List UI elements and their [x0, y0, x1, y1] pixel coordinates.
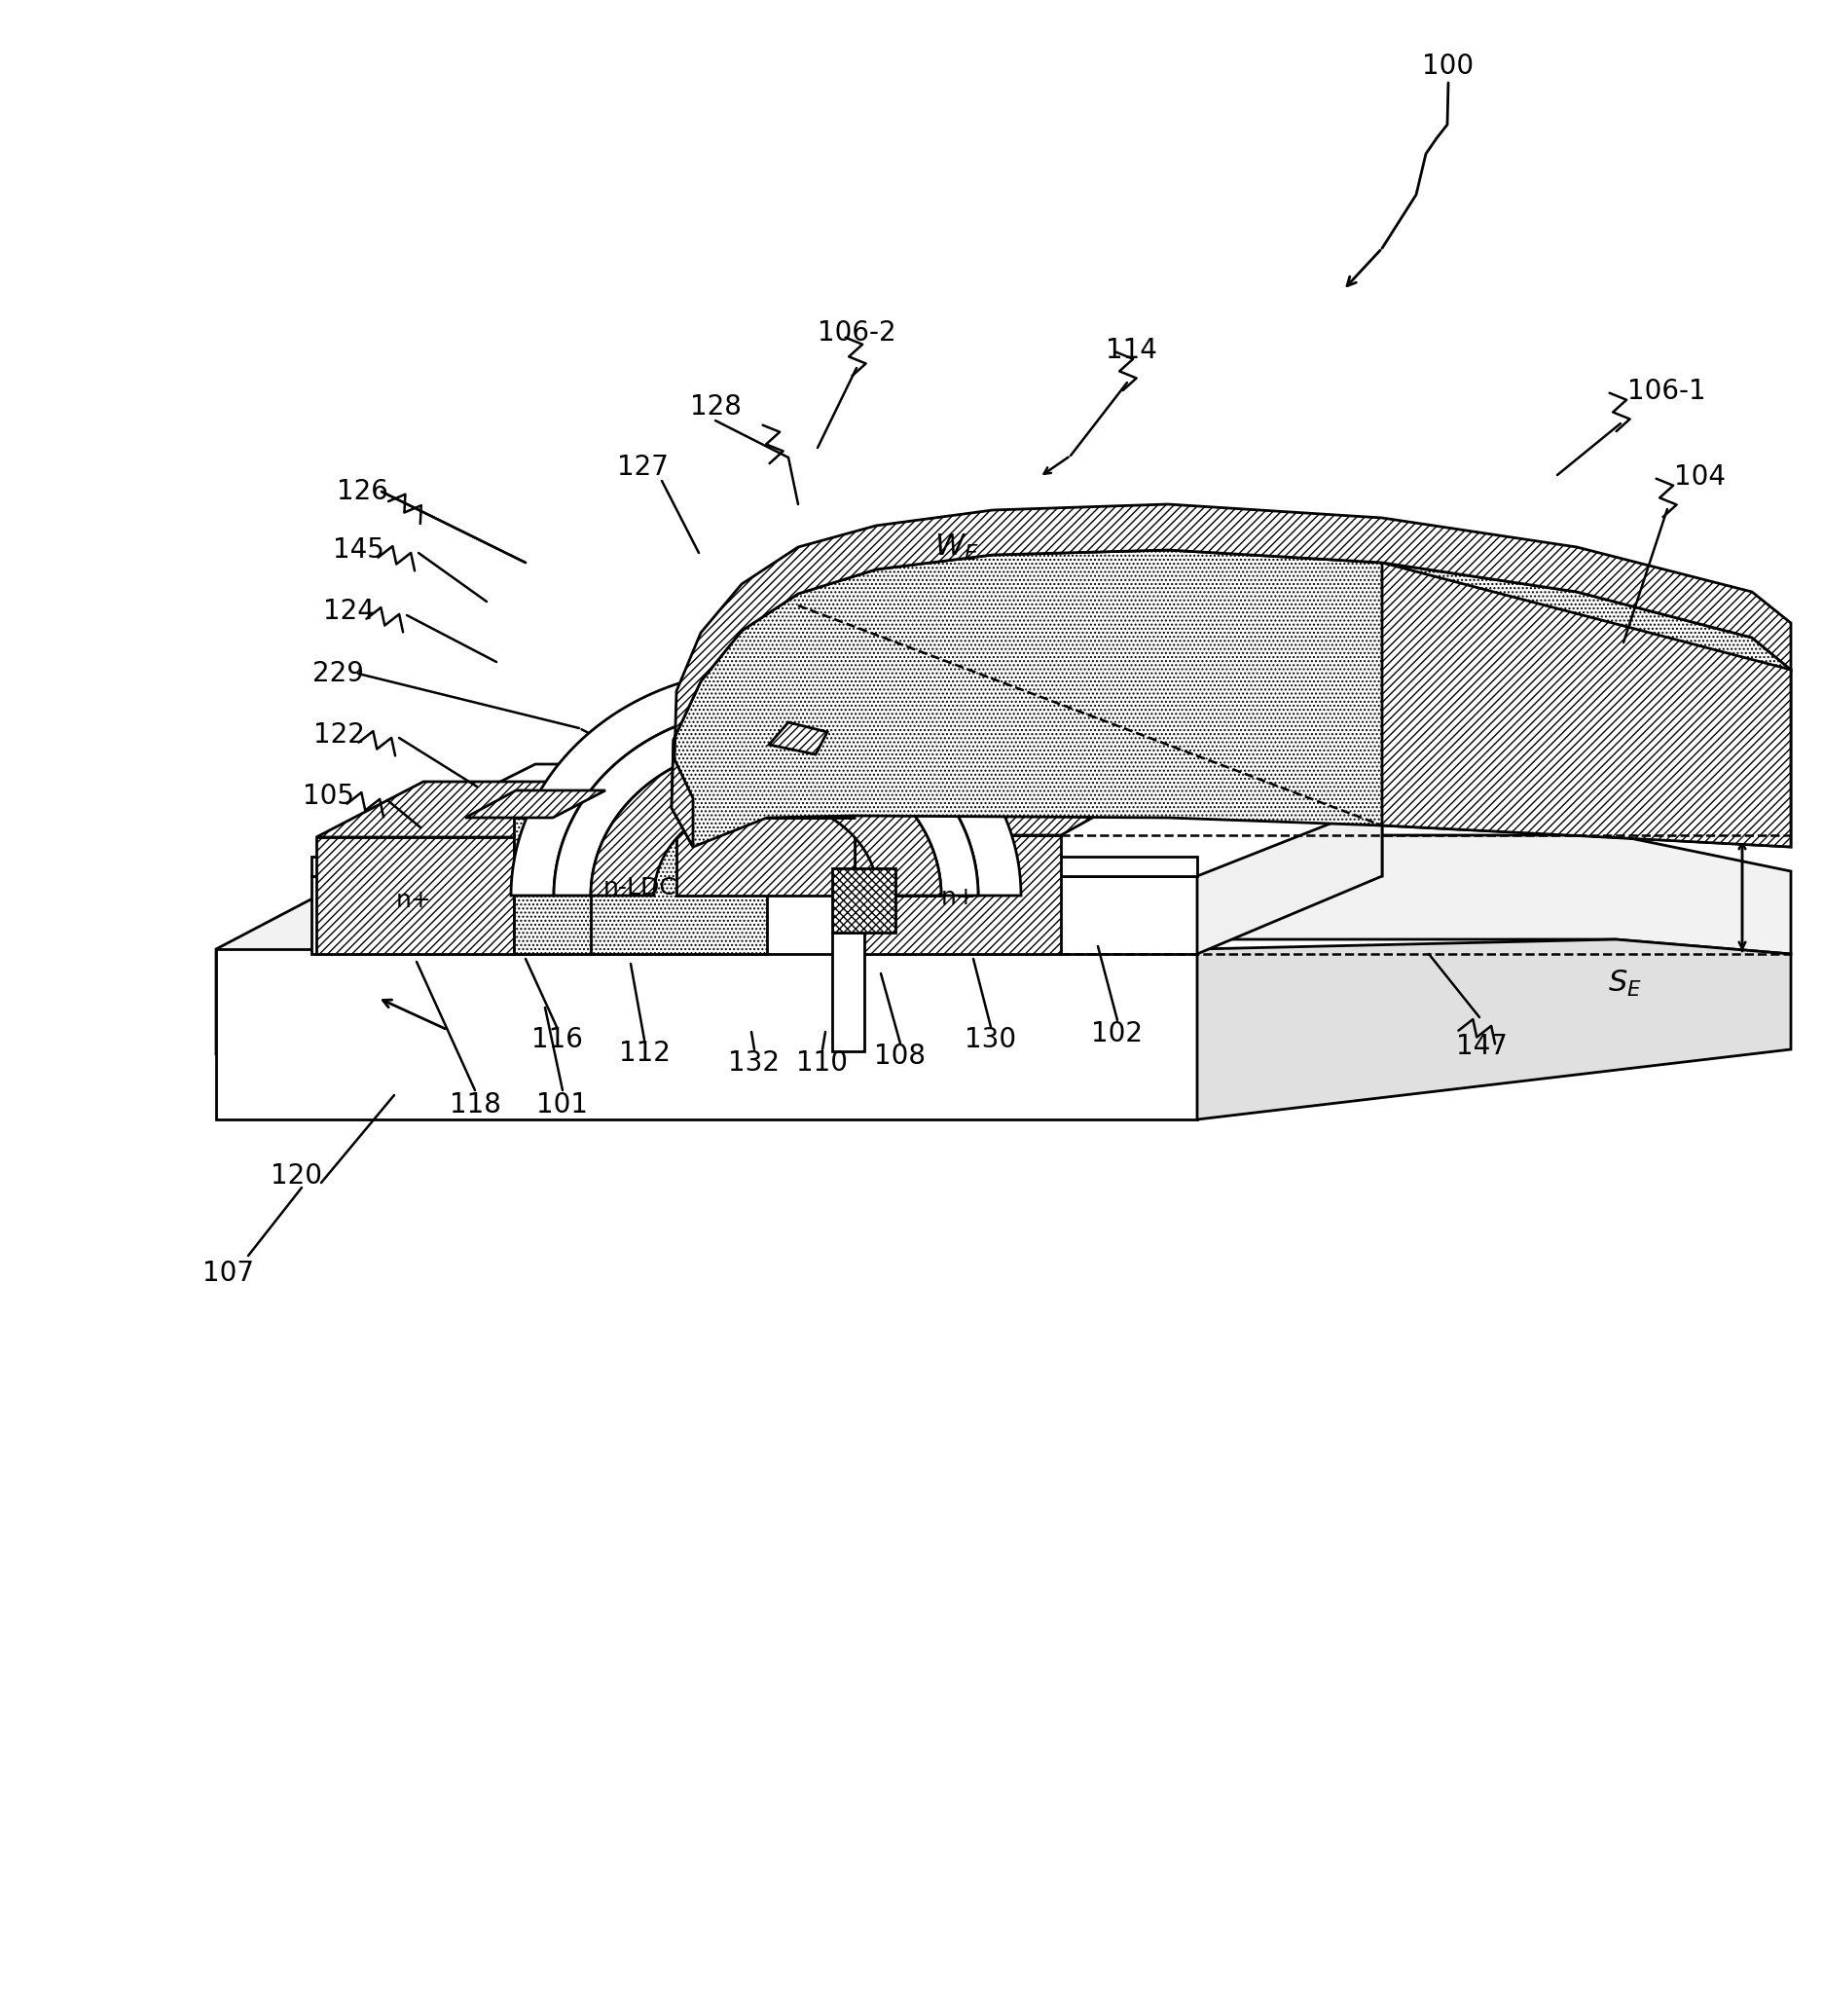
Polygon shape — [514, 782, 831, 818]
Polygon shape — [676, 818, 855, 895]
Text: 101: 101 — [536, 1091, 589, 1119]
Text: 104: 104 — [1674, 464, 1726, 490]
Text: 100: 100 — [1422, 52, 1475, 81]
Text: 120: 120 — [272, 1163, 323, 1189]
Polygon shape — [1198, 802, 1382, 954]
Polygon shape — [312, 764, 1382, 877]
Text: 102: 102 — [1092, 1020, 1143, 1048]
Text: n-LDC: n-LDC — [603, 877, 678, 899]
Text: 116: 116 — [530, 1026, 583, 1052]
Text: $S_E$: $S_E$ — [1608, 968, 1643, 998]
Polygon shape — [317, 782, 605, 837]
Polygon shape — [317, 837, 514, 954]
Text: 105: 105 — [303, 782, 355, 810]
Text: 112: 112 — [618, 1040, 671, 1066]
Text: 130: 130 — [964, 1026, 1017, 1052]
Polygon shape — [769, 722, 828, 754]
Polygon shape — [1382, 562, 1790, 847]
Polygon shape — [855, 800, 1125, 835]
Polygon shape — [217, 950, 1198, 1119]
Polygon shape — [671, 504, 1790, 847]
Polygon shape — [831, 933, 864, 1050]
Text: 106-2: 106-2 — [817, 319, 895, 347]
Polygon shape — [591, 744, 941, 895]
Text: 127: 127 — [616, 454, 667, 482]
Text: 229: 229 — [314, 659, 365, 687]
Polygon shape — [217, 835, 1790, 1052]
Polygon shape — [465, 790, 605, 818]
Text: n+: n+ — [941, 885, 977, 909]
Polygon shape — [831, 869, 895, 933]
Text: 124: 124 — [323, 597, 374, 625]
Text: n+: n+ — [396, 889, 432, 911]
Polygon shape — [514, 818, 767, 954]
Text: 126: 126 — [335, 478, 388, 506]
Text: 122: 122 — [314, 722, 365, 748]
Text: 147: 147 — [1455, 1032, 1508, 1060]
Polygon shape — [671, 550, 1790, 847]
Text: 128: 128 — [689, 393, 742, 421]
Text: 114: 114 — [1105, 337, 1158, 365]
Polygon shape — [1198, 939, 1790, 1119]
Text: 106-1: 106-1 — [1628, 377, 1706, 405]
Polygon shape — [855, 835, 1061, 954]
Polygon shape — [510, 669, 1021, 895]
Polygon shape — [554, 710, 979, 895]
Polygon shape — [312, 877, 1198, 954]
Text: 108: 108 — [875, 1042, 926, 1070]
Text: 110: 110 — [797, 1050, 848, 1077]
Text: 107: 107 — [202, 1260, 255, 1286]
Text: $W_E$: $W_E$ — [935, 532, 979, 562]
Text: 132: 132 — [729, 1050, 780, 1077]
Text: 118: 118 — [448, 1091, 501, 1119]
Polygon shape — [312, 857, 1198, 877]
Text: 145: 145 — [332, 536, 385, 564]
